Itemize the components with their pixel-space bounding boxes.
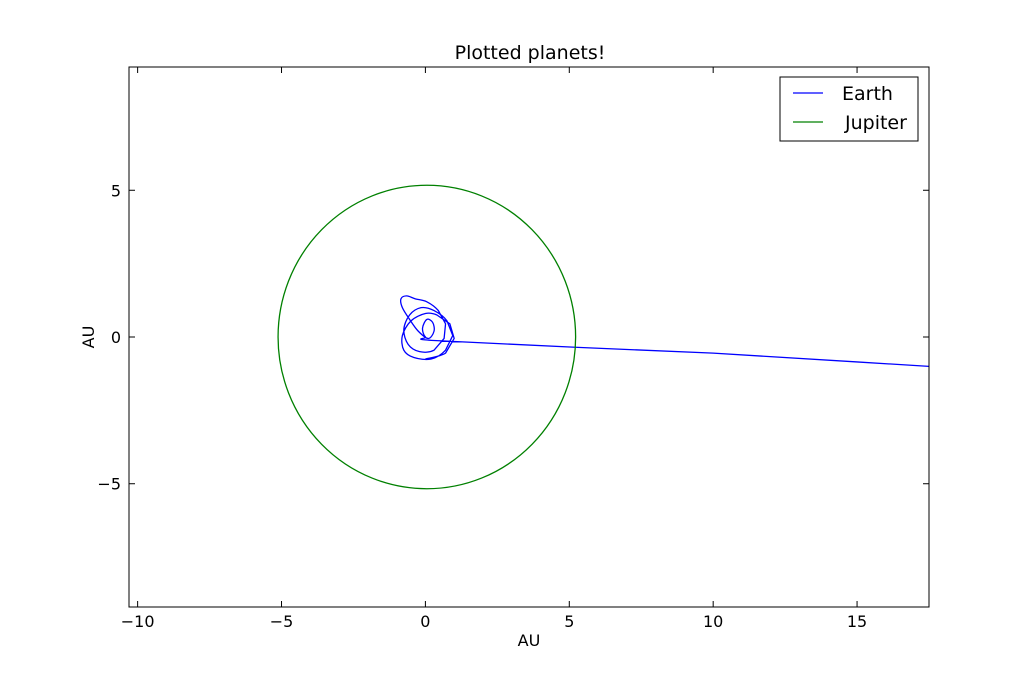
legend-label-jupiter: Jupiter <box>844 112 907 134</box>
y-axis-label: AU <box>79 326 98 349</box>
series-line-earth <box>400 295 929 367</box>
series-line-jupiter <box>277 184 577 490</box>
x-axis-label: AU <box>518 631 541 650</box>
chart-title: Plotted planets! <box>455 42 606 64</box>
plot-area <box>277 184 929 490</box>
x-tick-label: 10 <box>703 612 723 631</box>
x-tick-label: 15 <box>847 612 867 631</box>
axis-ticks: −10 −5 0 5 10 15 −5 0 5 <box>97 67 929 631</box>
x-tick-label: −10 <box>121 612 155 631</box>
legend: Earth Jupiter <box>779 76 919 142</box>
y-tick-label: 5 <box>111 181 121 200</box>
axes-frame <box>128 66 930 608</box>
x-tick-label: 0 <box>420 612 430 631</box>
y-tick-label: −5 <box>97 475 121 494</box>
legend-box <box>779 76 919 142</box>
x-tick-label: 5 <box>564 612 574 631</box>
y-tick-label: 0 <box>111 328 121 347</box>
legend-label-earth: Earth <box>842 83 893 105</box>
x-tick-label: −5 <box>270 612 294 631</box>
